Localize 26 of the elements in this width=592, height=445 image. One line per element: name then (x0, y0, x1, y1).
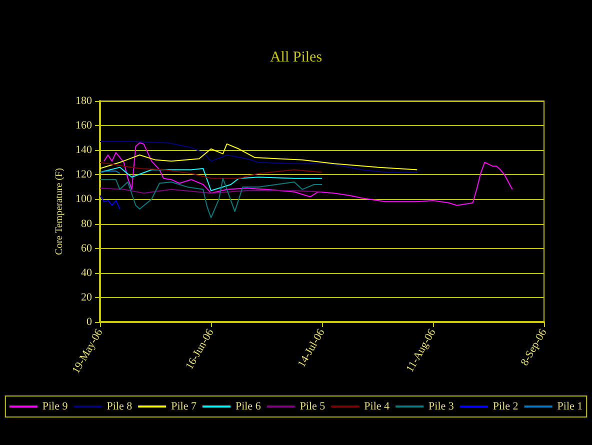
line-series (100, 162, 322, 179)
y-axis-title: Core Temperature (F) (54, 168, 66, 255)
legend-label: Pile 6 (235, 400, 262, 412)
legend-label: Pile 1 (557, 400, 583, 412)
y-tick-label: 180 (76, 95, 92, 107)
y-tick-label: 100 (76, 193, 92, 206)
legend-label: Pile 4 (364, 400, 390, 412)
line-series (100, 195, 120, 210)
legend-label: Pile 8 (106, 400, 133, 412)
y-tick-label: 20 (81, 291, 92, 304)
line-series (100, 178, 322, 218)
legend-label: Pile 5 (300, 400, 326, 412)
y-tick-label: 160 (76, 120, 92, 132)
y-tick-label: 140 (76, 144, 92, 156)
legend-label: Pile 7 (171, 400, 197, 412)
y-tick-label: 60 (81, 242, 92, 254)
line-series (100, 166, 322, 192)
legend-label: Pile 3 (428, 400, 454, 412)
y-tick-label: 120 (76, 168, 92, 181)
legend-label: Pile 2 (492, 400, 518, 412)
chart-title: All Piles (270, 50, 322, 66)
y-tick-label: 40 (81, 266, 92, 279)
y-tick-label: 80 (81, 218, 92, 230)
legend-label: Pile 9 (42, 400, 68, 412)
y-tick-label: 0 (86, 316, 92, 328)
line-series (103, 142, 513, 206)
